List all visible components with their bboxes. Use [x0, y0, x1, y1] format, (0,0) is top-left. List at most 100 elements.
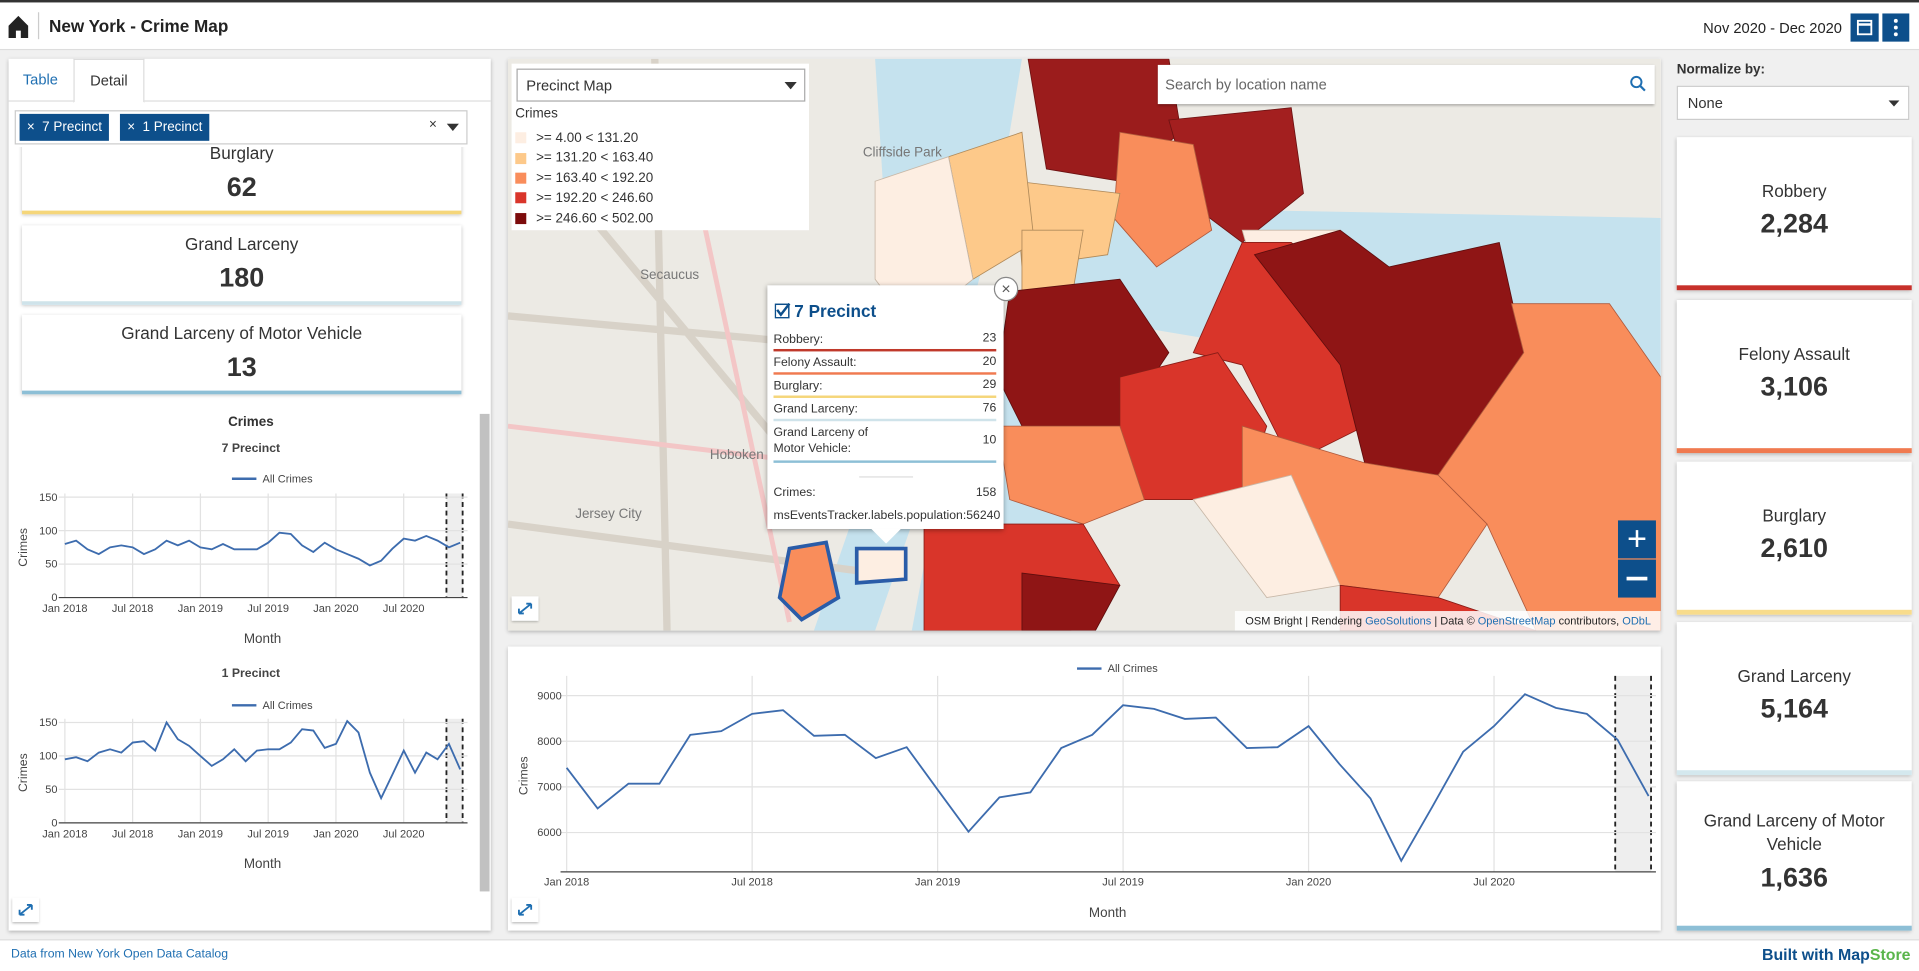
- divider: [37, 12, 40, 40]
- kpi-value: 5,164: [1760, 693, 1828, 724]
- attribution-part: contributors,: [1555, 614, 1623, 627]
- chip-remove[interactable]: ×: [127, 120, 136, 135]
- kpi-card: Burglary 2,610: [1676, 461, 1912, 615]
- kpi-card: Felony Assault 3,106: [1676, 300, 1912, 454]
- popup-row-label: Felony Assault:: [773, 356, 857, 370]
- chip-remove[interactable]: ×: [26, 120, 35, 135]
- map-canvas[interactable]: Secaucus Cliffside Park Hoboken Jersey C…: [507, 58, 1661, 631]
- x-tick-label: Jul 2018: [112, 829, 154, 841]
- y-tick-label: 8000: [537, 736, 561, 748]
- left-panel: Table Detail × × 7 Precinct × 1 Precinct Bu…: [8, 58, 491, 931]
- kpi-value: 1,636: [1760, 862, 1828, 893]
- footer: Data from New York Open Data Catalog Bui…: [0, 939, 1919, 971]
- checkbox[interactable]: [774, 302, 791, 319]
- zoom-in[interactable]: +: [1617, 520, 1656, 559]
- search-placeholder[interactable]: Search by location name: [1165, 75, 1327, 94]
- x-axis-label: Month: [244, 856, 281, 871]
- popup-row: Burglary: 29: [773, 376, 997, 398]
- clear-icon[interactable]: ×: [429, 117, 437, 133]
- normalize-label: Normalize by:: [1676, 62, 1766, 78]
- x-tick-label: Jan 2018: [42, 603, 87, 615]
- kpi-label: Grand Larceny of Motor Vehicle: [1703, 810, 1885, 854]
- expand-button[interactable]: [511, 596, 539, 621]
- home-icon[interactable]: [7, 15, 29, 39]
- y-tick-label: 100: [39, 525, 57, 537]
- x-tick-label: Jan 2019: [178, 603, 223, 615]
- x-tick-label: Jul 2019: [1102, 876, 1144, 888]
- chart-panel: 6000 7000 8000 9000 Jan 2018 Jul 2018 Jan 2019…: [507, 646, 1661, 931]
- popup-row-value: 29: [982, 378, 997, 392]
- legend-box: Precinct Map Crimes >= 4.00 < 131.20 >= 1…: [511, 63, 809, 231]
- kpi-value: 2,610: [1760, 532, 1828, 564]
- expand-button[interactable]: [12, 897, 40, 923]
- popup-row: Robbery: 23: [773, 329, 997, 352]
- y-tick-label: 50: [45, 559, 57, 571]
- svg-text:Jersey City: Jersey City: [575, 506, 642, 521]
- legend-item: >= 4.00 < 131.20: [515, 127, 639, 146]
- series-line: [64, 719, 462, 801]
- legend-title: Crimes: [515, 106, 558, 122]
- scrollbar[interactable]: [479, 413, 490, 892]
- attribution-part[interactable]: GeoSolutions: [1365, 614, 1432, 627]
- search-icon[interactable]: [1629, 75, 1646, 92]
- dropdown-arrow[interactable]: [784, 82, 797, 90]
- search-box[interactable]: Search by location name: [1157, 64, 1655, 105]
- chip[interactable]: × 1 Precinct: [119, 113, 210, 141]
- brand: Map: [1838, 945, 1870, 964]
- y-tick-label: 0: [51, 592, 57, 604]
- chart: 6000 7000 8000 9000 Jan 2018 Jul 2018 Jan 2019…: [517, 663, 1656, 920]
- x-tick-label: Jan 2018: [42, 829, 87, 841]
- chart-title: Crimes: [228, 414, 274, 429]
- chip[interactable]: × 7 Precinct: [19, 113, 110, 141]
- normalize-select[interactable]: None: [1676, 85, 1910, 121]
- brand: Store: [1869, 945, 1911, 964]
- built-with[interactable]: Built with MapStore: [1762, 945, 1911, 963]
- popup-row-value: 10: [982, 433, 997, 447]
- series-line: [565, 693, 1650, 863]
- popup-pointer: [871, 528, 901, 544]
- x-tick-label: Jul 2020: [1473, 876, 1515, 888]
- source-link[interactable]: Data from New York Open Data Catalog: [11, 947, 229, 962]
- x-axis-label: Month: [1089, 905, 1126, 920]
- menu-button[interactable]: [1882, 13, 1910, 42]
- kpi-value: 3,106: [1760, 371, 1828, 402]
- x-tick-label: Jul 2018: [731, 876, 773, 888]
- svg-text:Hoboken: Hoboken: [710, 447, 764, 462]
- legend-swatch: [515, 192, 527, 204]
- chip-bar[interactable]: × × 7 Precinct × 1 Precinct: [14, 110, 468, 145]
- svg-text:Secaucus: Secaucus: [640, 267, 699, 282]
- kpi-card: Grand Larceny of Motor Vehicle 1,636: [1676, 781, 1912, 931]
- legend-label: >= 131.20 < 163.40: [536, 150, 654, 166]
- popup-row-label: Grand Larceny of Motor Vehicle:: [773, 426, 869, 456]
- tab-active[interactable]: Detail: [73, 58, 145, 103]
- x-tick-label: Jul 2018: [112, 603, 154, 615]
- legend-item: >= 131.20 < 163.40: [515, 147, 654, 166]
- kpi-label: Robbery: [1761, 181, 1827, 201]
- date-range: Nov 2020 - Dec 2020: [1703, 19, 1842, 37]
- dropdown-arrow[interactable]: [446, 123, 459, 132]
- y-tick-label: 9000: [537, 690, 561, 702]
- tab[interactable]: Table: [22, 71, 58, 89]
- crimes-value: 158: [975, 486, 997, 500]
- kpi-card: Robbery 2,284: [1676, 137, 1912, 291]
- attribution: OSM Bright | Rendering GeoSolutions | Da…: [1235, 611, 1661, 631]
- calendar-button[interactable]: [1850, 13, 1879, 42]
- built-with-text: Built with: [1761, 945, 1834, 964]
- legend-label: >= 4.00 < 131.20: [536, 130, 639, 146]
- map[interactable]: Secaucus Cliffside Park Hoboken Jersey C…: [507, 58, 1661, 631]
- popup-row-label: Burglary:: [773, 379, 823, 394]
- close-button[interactable]: ×: [993, 276, 1019, 302]
- attribution-part[interactable]: OpenStreetMap: [1477, 614, 1556, 627]
- popup-row-label: Grand Larceny:: [773, 402, 858, 417]
- legend-label: All Crimes: [1108, 663, 1159, 675]
- legend-item: >= 246.60 < 502.00: [515, 208, 653, 226]
- expand-button[interactable]: [511, 897, 539, 923]
- layer-select[interactable]: Precinct Map: [516, 68, 806, 102]
- highlight-band: [446, 718, 463, 823]
- dropdown-arrow[interactable]: [1888, 100, 1900, 107]
- zoom-out[interactable]: [1617, 559, 1656, 598]
- attribution-part[interactable]: ODbL: [1622, 614, 1652, 627]
- kpi-label: Burglary: [209, 146, 274, 163]
- x-tick-label: Jul 2020: [383, 829, 425, 841]
